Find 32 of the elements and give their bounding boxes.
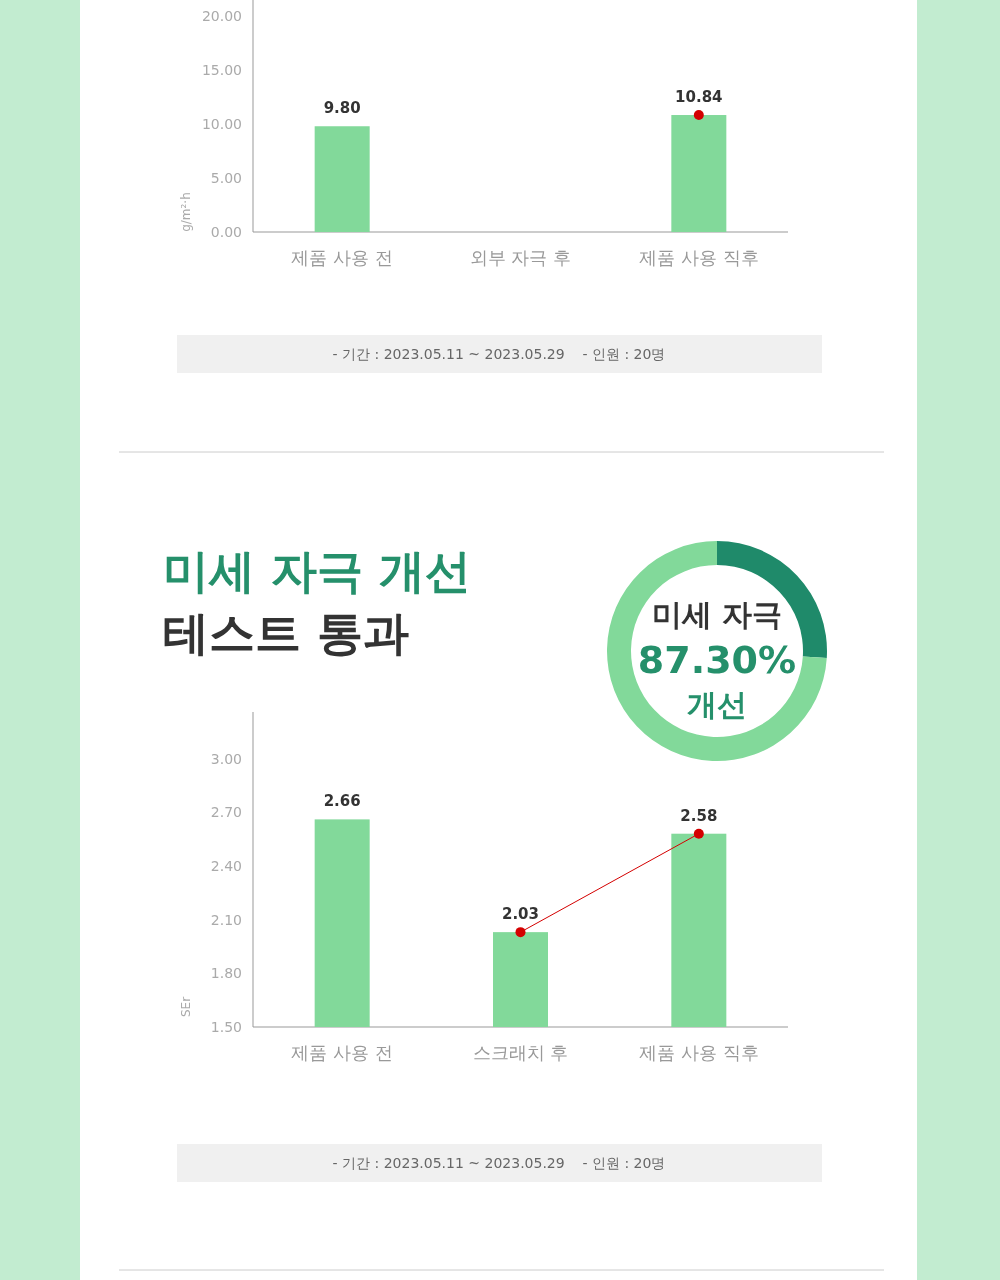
data-label: 2.58	[680, 806, 718, 825]
text: 87.30%	[637, 638, 797, 682]
x-tick-label: 제품 사용 직후	[639, 247, 759, 268]
data-label: 9.80	[323, 99, 361, 118]
y-tick-label: 20.00	[201, 8, 242, 25]
donut-slice	[607, 541, 827, 761]
y-tick-label: 15.00	[201, 62, 242, 79]
y-tick-label: 2.70	[210, 804, 242, 821]
y-tick-label: 3.00	[210, 750, 242, 767]
y-tick-label: 10.00	[201, 116, 242, 133]
data-label: 2.03	[501, 905, 540, 924]
text: 미세 자극	[651, 597, 783, 632]
data-label: 2.66	[323, 792, 361, 811]
x-tick-label: 제품 사용 직후	[639, 1042, 759, 1063]
y-axis-title: g/m²·h	[179, 192, 193, 232]
chart-subtitle: 테스트 통과	[163, 606, 410, 660]
y-tick-label: 2.40	[210, 857, 242, 874]
text: - 기간 : 2023.05.11 ~ 2023.05.29 - 인원 : 20명	[332, 346, 666, 362]
x-tick-label: 외부 자극 후	[469, 247, 572, 268]
y-tick-label: 2.10	[210, 911, 242, 928]
y-tick-label: 1.80	[210, 965, 242, 982]
y-tick-label: 5.00	[210, 170, 242, 187]
chart-title: 미세 자극 개선	[163, 544, 472, 598]
y-axis-title: SEr	[179, 996, 193, 1018]
x-tick-label: 제품 사용 전	[291, 247, 393, 268]
x-tick-label: 스크래치 후	[472, 1042, 569, 1063]
y-tick-label: 0.00	[210, 224, 242, 240]
annotation: 개선	[687, 687, 747, 722]
data-label: 10.84	[675, 88, 723, 107]
text: - 기간 : 2023.05.11 ~ 2023.05.29 - 인원 : 20명	[332, 1155, 666, 1171]
x-tick-label: 제품 사용 전	[291, 1042, 393, 1063]
y-tick-label: 1.50	[210, 1019, 242, 1035]
